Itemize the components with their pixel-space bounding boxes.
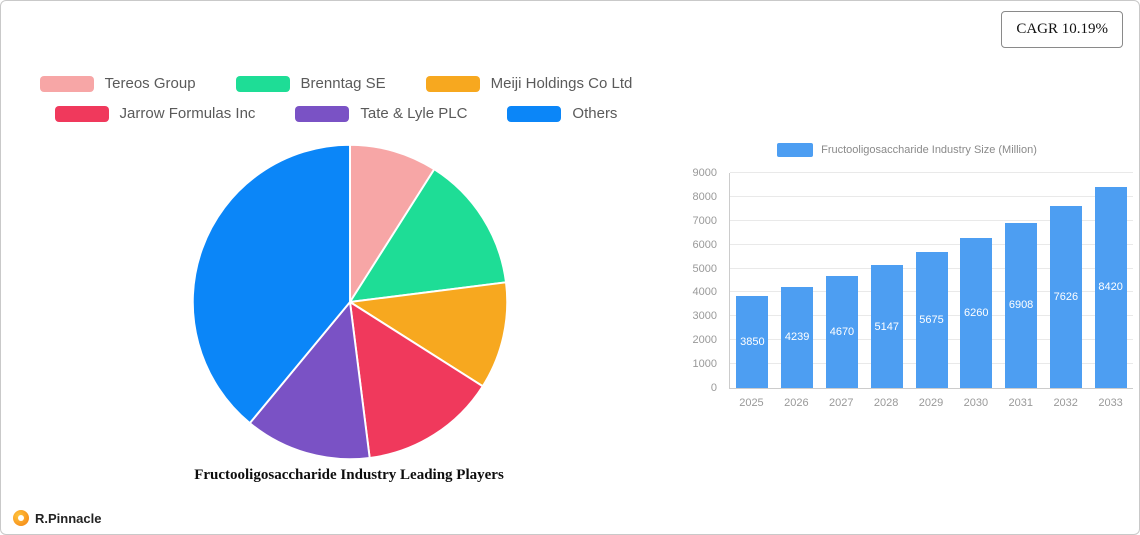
grid-line xyxy=(730,195,1133,197)
legend-label: Meiji Holdings Co Ltd xyxy=(490,75,633,92)
cagr-badge: CAGR 10.19% xyxy=(1001,11,1123,48)
bar-cell-2025: 3850 xyxy=(730,173,775,388)
bar-plot-wrap: 0 1000 2000 3000 4000 5000 6000 7000 8000 9000 38… xyxy=(681,167,1133,394)
pie-chart-panel xyxy=(185,137,515,467)
y-axis-tick-label: 6000 xyxy=(692,238,717,251)
legend-label: Tereos Group xyxy=(104,75,196,92)
pie-chart-title: Fructooligosaccharide Industry Leading P… xyxy=(194,467,504,483)
rpinnacle-logo-text: R.Pinnacle xyxy=(35,510,102,526)
bar-cell-2028: 5147 xyxy=(864,173,909,388)
y-axis-tick-label: 1000 xyxy=(692,358,717,371)
pie-legend-row-2: Jarrow Formulas Inc Tate & Lyle PLC Others xyxy=(31,105,641,122)
bar-cell-2029: 5675 xyxy=(909,173,954,388)
bar-value-label: 5147 xyxy=(874,320,899,333)
grid-line xyxy=(730,219,1133,221)
pie-legend: Tereos Group Brenntag SE Meiji Holdings Co… xyxy=(31,75,641,135)
bar-value-label: 5675 xyxy=(919,314,944,327)
x-axis-tick-label: 2032 xyxy=(1053,397,1078,409)
pie-slice-jarrow-formulas-inc[interactable] xyxy=(349,301,484,459)
bar-value-label: 4670 xyxy=(829,326,855,339)
bar-2029[interactable]: 5675 xyxy=(915,252,948,388)
x-axis-tick-label: 2031 xyxy=(1008,397,1034,409)
bar-plot-area: 3850 4239 4670 5147 5675 6260 6908 7626 8420 xyxy=(729,172,1133,389)
bar-cell-2032: 7626 xyxy=(1043,173,1088,388)
y-axis-tick-label: 3000 xyxy=(692,310,717,323)
bar-2026[interactable]: 4239 xyxy=(781,286,814,388)
bar-chart-panel: Fructooligosaccharide Industry Size (Mil… xyxy=(681,143,1133,443)
legend-swatch-tereos-group xyxy=(39,75,94,92)
x-axis: 2025 2026 2027 2028 2029 2030 2031 2032 2033 xyxy=(729,397,1133,409)
x-axis-tick-label: 2030 xyxy=(963,397,989,409)
y-axis-tick-label: 2000 xyxy=(692,334,717,347)
legend-label: Jarrow Formulas Inc xyxy=(119,105,256,122)
bar-2030[interactable]: 6260 xyxy=(960,238,993,388)
bars-container: 3850 4239 4670 5147 5675 6260 6908 7626 8420 xyxy=(730,173,1133,388)
bar-chart-legend-item[interactable]: Fructooligosaccharide Industry Size (Mil… xyxy=(681,143,1133,157)
legend-swatch-meiji-holdings-co-ltd xyxy=(425,75,480,92)
bar-cell-2027: 4670 xyxy=(820,173,865,388)
legend-item-others[interactable]: Others xyxy=(507,105,617,122)
bar-2033[interactable]: 8420 xyxy=(1094,186,1127,388)
bar-2032[interactable]: 7626 xyxy=(1049,205,1082,388)
legend-swatch-others xyxy=(507,105,562,122)
legend-label: Brenntag SE xyxy=(300,75,386,92)
legend-swatch-tate-lyle-plc xyxy=(295,105,350,122)
bar-2028[interactable]: 5147 xyxy=(870,265,903,388)
pie-slice-brenntag-se[interactable] xyxy=(349,168,507,303)
bar-value-label: 6260 xyxy=(964,307,989,320)
pie-legend-row-1: Tereos Group Brenntag SE Meiji Holdings Co… xyxy=(31,75,641,92)
bar-2031[interactable]: 6908 xyxy=(1005,222,1038,388)
x-axis-tick-label: 2028 xyxy=(873,397,899,409)
y-axis-tick-label: 9000 xyxy=(692,167,717,179)
legend-item-meiji-holdings-co-ltd[interactable]: Meiji Holdings Co Ltd xyxy=(425,75,633,92)
y-axis-tick-label: 0 xyxy=(710,382,717,394)
legend-item-tereos-group[interactable]: Tereos Group xyxy=(39,75,196,92)
pie-chart xyxy=(191,143,509,461)
bar-cell-2033: 8420 xyxy=(1088,173,1133,388)
x-axis-tick-label: 2026 xyxy=(784,397,809,409)
bar-2027[interactable]: 4670 xyxy=(825,276,858,388)
y-axis: 0 1000 2000 3000 4000 5000 6000 7000 8000 9000 xyxy=(681,167,723,394)
bar-cell-2031: 6908 xyxy=(999,173,1044,388)
bar-legend-swatch xyxy=(777,143,814,157)
bar-value-label: 3850 xyxy=(740,336,765,349)
bar-value-label: 8420 xyxy=(1098,281,1123,294)
x-axis-tick-label: 2025 xyxy=(739,397,764,409)
bar-value-label: 4239 xyxy=(784,331,810,344)
bar-value-label: 7626 xyxy=(1053,290,1079,303)
bar-cell-2026: 4239 xyxy=(775,173,820,388)
y-axis-tick-label: 7000 xyxy=(692,214,717,227)
y-axis-tick-label: 8000 xyxy=(692,190,717,203)
rpinnacle-logo: R.Pinnacle xyxy=(13,510,101,526)
rpinnacle-logo-icon xyxy=(13,510,29,526)
x-axis-tick-label: 2033 xyxy=(1098,397,1123,409)
pie-slice-meiji-holdings-co-ltd[interactable] xyxy=(349,281,509,388)
pie-slice-tate-lyle-plc[interactable] xyxy=(248,301,371,461)
legend-swatch-jarrow-formulas-inc xyxy=(54,105,109,122)
pie-slice-others[interactable] xyxy=(191,143,351,425)
y-axis-tick-label: 4000 xyxy=(692,286,717,299)
x-axis-tick-label: 2027 xyxy=(828,397,854,409)
legend-item-brenntag-se[interactable]: Brenntag SE xyxy=(235,75,386,92)
legend-swatch-brenntag-se xyxy=(235,75,290,92)
x-axis-tick-label: 2029 xyxy=(918,397,944,409)
bar-2025[interactable]: 3850 xyxy=(736,296,769,388)
legend-label: Tate & Lyle PLC xyxy=(360,105,468,122)
pie-slice-tereos-group[interactable] xyxy=(349,143,436,303)
legend-item-tate-lyle-plc[interactable]: Tate & Lyle PLC xyxy=(295,105,467,122)
grid-line xyxy=(730,172,1133,173)
y-axis-tick-label: 5000 xyxy=(692,262,717,275)
cagr-label: CAGR 10.19% xyxy=(1016,21,1108,37)
legend-item-jarrow-formulas-inc[interactable]: Jarrow Formulas Inc xyxy=(54,105,256,122)
bar-cell-2030: 6260 xyxy=(954,173,999,388)
bar-legend-label: Fructooligosaccharide Industry Size (Mil… xyxy=(821,144,1037,156)
grid-line xyxy=(730,243,1133,245)
legend-label: Others xyxy=(572,105,618,122)
bar-value-label: 6908 xyxy=(1008,299,1034,312)
